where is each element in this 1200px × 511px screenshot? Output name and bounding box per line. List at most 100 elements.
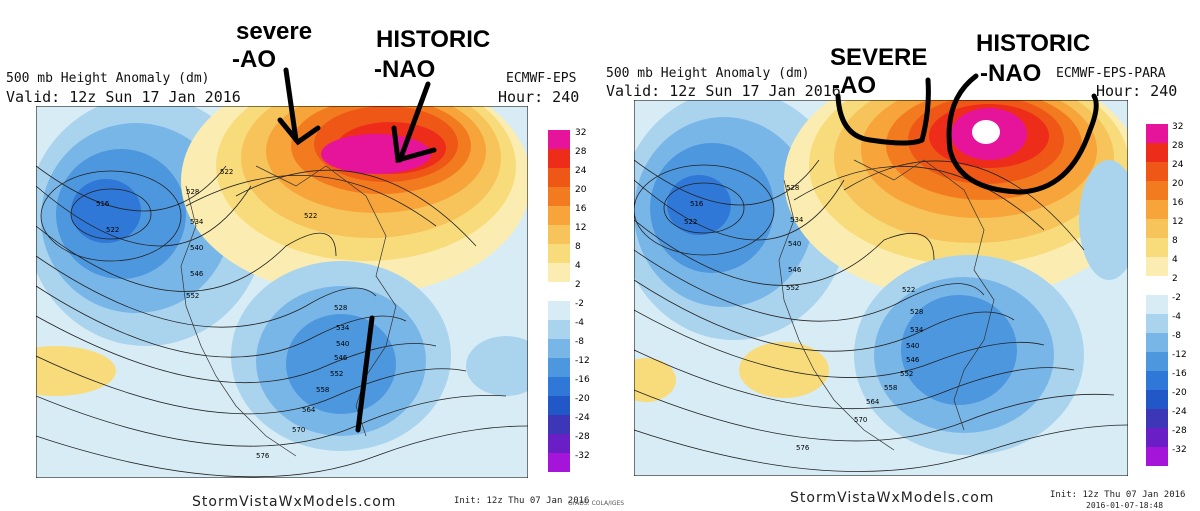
cb-seg bbox=[548, 168, 570, 187]
cb-label: -28 bbox=[1172, 426, 1187, 436]
cb-label: -32 bbox=[575, 451, 590, 461]
cb-seg bbox=[548, 377, 570, 396]
height-label: 570 bbox=[292, 426, 305, 434]
height-label: 552 bbox=[900, 370, 913, 378]
cb-label: 4 bbox=[575, 261, 581, 271]
height-label: 516 bbox=[690, 200, 704, 208]
cb-seg bbox=[548, 187, 570, 206]
left-marker-strokes bbox=[277, 67, 437, 433]
height-label: 522 bbox=[684, 218, 697, 226]
left-colorbar bbox=[548, 130, 570, 472]
right-marker-strokes bbox=[835, 73, 1099, 195]
cb-seg bbox=[1146, 333, 1168, 352]
cb-label: -2 bbox=[575, 299, 584, 309]
height-label: 546 bbox=[906, 356, 920, 364]
cb-label: 12 bbox=[575, 223, 587, 233]
cb-label: -24 bbox=[1172, 407, 1187, 417]
height-label: 534 bbox=[910, 326, 924, 334]
cb-seg bbox=[1146, 143, 1168, 162]
cb-seg bbox=[548, 149, 570, 168]
cb-label: 20 bbox=[1172, 179, 1184, 189]
cb-seg bbox=[1146, 162, 1168, 181]
left-site-credit: StormVistaWxModels.com bbox=[192, 494, 397, 510]
left-valid-time: Valid: 12z Sun 17 Jan 2016 bbox=[6, 88, 241, 106]
height-label: 528 bbox=[186, 188, 199, 196]
height-label: 558 bbox=[316, 386, 329, 394]
left-panel: 500 mb Height Anomaly (dm) Valid: 12z Su… bbox=[6, 20, 590, 511]
cb-label: -16 bbox=[575, 375, 590, 385]
height-label: 534 bbox=[790, 216, 804, 224]
height-label: 576 bbox=[256, 452, 270, 460]
height-label: 576 bbox=[796, 444, 810, 452]
arrow-ao bbox=[283, 67, 299, 143]
cb-label: 2 bbox=[575, 280, 581, 290]
cb-label: -12 bbox=[575, 356, 590, 366]
cb-label: 16 bbox=[575, 204, 587, 214]
annotation-severe: SEVERE bbox=[830, 44, 928, 71]
cb-seg bbox=[548, 301, 570, 320]
cb-label: 28 bbox=[1172, 141, 1184, 151]
marker-nao-outline bbox=[946, 73, 1099, 195]
right-anomaly-map: 516 522 528 534 540 546 552 522 528 534 … bbox=[634, 100, 1128, 476]
right-timestamp: 2016-01-07-18:48 bbox=[1086, 501, 1164, 510]
right-colorbar bbox=[1146, 124, 1168, 466]
height-label: 528 bbox=[334, 304, 347, 312]
cb-seg bbox=[548, 263, 570, 282]
height-label: 564 bbox=[302, 406, 316, 414]
cb-seg bbox=[1146, 390, 1168, 409]
height-label: 516 bbox=[96, 200, 110, 208]
cb-seg bbox=[548, 282, 570, 301]
cb-seg bbox=[1146, 295, 1168, 314]
height-label: 540 bbox=[190, 244, 203, 252]
arrow-nao bbox=[397, 81, 431, 163]
cb-label: 32 bbox=[1172, 122, 1184, 132]
cb-seg bbox=[1146, 257, 1168, 276]
cb-label: -28 bbox=[575, 432, 590, 442]
cb-seg bbox=[1146, 238, 1168, 257]
cb-label: 28 bbox=[575, 147, 587, 157]
cb-label: -4 bbox=[575, 318, 584, 328]
left-init-time: Init: 12z Thu 07 Jan 2016 bbox=[454, 496, 590, 506]
cb-seg bbox=[548, 339, 570, 358]
cb-label: 32 bbox=[575, 128, 587, 138]
height-label: 552 bbox=[786, 284, 799, 292]
height-label: 540 bbox=[788, 240, 801, 248]
cb-seg bbox=[1146, 181, 1168, 200]
height-label: 570 bbox=[854, 416, 867, 424]
height-label: 552 bbox=[330, 370, 343, 378]
cb-label: -8 bbox=[575, 337, 584, 347]
height-label: 552 bbox=[186, 292, 199, 300]
height-label: 522 bbox=[220, 168, 233, 176]
height-label: 522 bbox=[902, 286, 915, 294]
cb-label: 8 bbox=[575, 242, 581, 252]
height-label: 534 bbox=[190, 218, 204, 226]
annotation-nao: -NAO bbox=[374, 56, 436, 83]
cb-label: -2 bbox=[1172, 293, 1181, 303]
height-label: 546 bbox=[190, 270, 204, 278]
height-label: 546 bbox=[334, 354, 348, 362]
cb-label: -32 bbox=[1172, 445, 1187, 455]
cb-seg bbox=[548, 358, 570, 377]
cb-label: 4 bbox=[1172, 255, 1178, 265]
cb-label: 12 bbox=[1172, 217, 1184, 227]
cb-label: 2 bbox=[1172, 274, 1178, 284]
cb-seg bbox=[1146, 219, 1168, 238]
marker-ao-outline bbox=[835, 77, 931, 146]
cb-seg bbox=[548, 206, 570, 225]
cb-seg bbox=[1146, 371, 1168, 390]
right-valid-time: Valid: 12z Sun 17 Jan 2016 bbox=[606, 82, 841, 100]
cb-seg bbox=[1146, 352, 1168, 371]
cb-label: 8 bbox=[1172, 236, 1178, 246]
right-model-name: ECMWF-EPS-PARA bbox=[1056, 66, 1166, 81]
cb-seg bbox=[1146, 200, 1168, 219]
height-label: 546 bbox=[788, 266, 802, 274]
height-label: 522 bbox=[106, 226, 119, 234]
cb-seg bbox=[1146, 124, 1168, 143]
left-anomaly-map: 516 522 522 528 534 540 546 552 522 528 … bbox=[36, 106, 528, 478]
cb-seg bbox=[548, 453, 570, 472]
annotation-historic: HISTORIC bbox=[976, 30, 1091, 57]
cb-seg bbox=[1146, 276, 1168, 295]
cb-label: -20 bbox=[1172, 388, 1187, 398]
cb-seg bbox=[548, 320, 570, 339]
left-title: 500 mb Height Anomaly (dm) bbox=[6, 71, 210, 86]
